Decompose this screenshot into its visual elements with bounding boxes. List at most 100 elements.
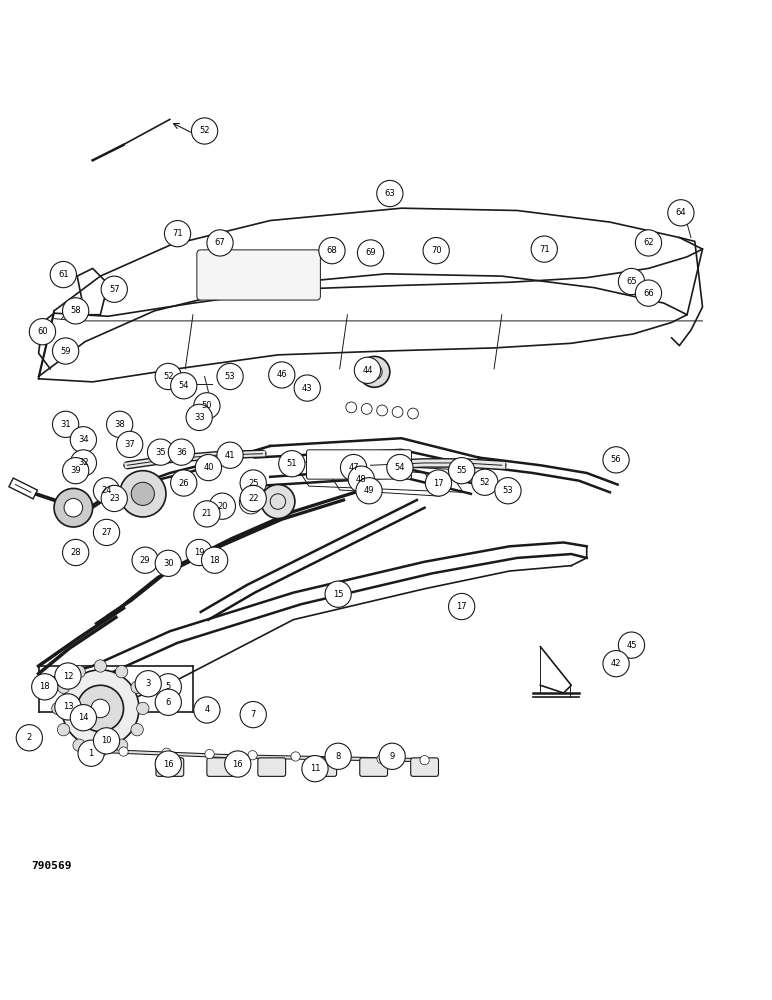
- Text: 65: 65: [626, 277, 637, 286]
- Circle shape: [240, 701, 266, 728]
- Circle shape: [62, 670, 139, 747]
- Circle shape: [618, 268, 645, 295]
- Text: 6: 6: [166, 698, 171, 707]
- Circle shape: [171, 373, 197, 399]
- Circle shape: [359, 356, 390, 387]
- Circle shape: [291, 752, 300, 761]
- Circle shape: [117, 431, 143, 458]
- Circle shape: [131, 681, 144, 693]
- Text: 11: 11: [310, 764, 320, 773]
- Circle shape: [377, 180, 403, 207]
- FancyBboxPatch shape: [156, 758, 184, 776]
- Circle shape: [93, 728, 120, 754]
- Text: 1: 1: [89, 749, 93, 758]
- Circle shape: [57, 723, 69, 736]
- Circle shape: [377, 405, 388, 416]
- Circle shape: [155, 751, 181, 777]
- Text: 10: 10: [101, 736, 112, 745]
- Circle shape: [217, 442, 243, 468]
- Circle shape: [361, 403, 372, 414]
- Text: 47: 47: [348, 463, 359, 472]
- Circle shape: [119, 747, 128, 756]
- Text: 61: 61: [58, 270, 69, 279]
- Circle shape: [209, 493, 235, 519]
- Text: 28: 28: [70, 548, 81, 557]
- Text: 12: 12: [63, 672, 73, 681]
- Circle shape: [261, 485, 295, 519]
- Circle shape: [377, 754, 386, 764]
- Text: 69: 69: [365, 248, 376, 257]
- Circle shape: [302, 756, 328, 782]
- Circle shape: [63, 298, 89, 324]
- Circle shape: [155, 674, 181, 700]
- Text: 53: 53: [225, 372, 235, 381]
- Text: 18: 18: [39, 682, 50, 691]
- Circle shape: [135, 671, 161, 697]
- Circle shape: [225, 751, 251, 777]
- Text: 59: 59: [60, 347, 71, 356]
- Text: 22: 22: [248, 494, 259, 503]
- Text: 66: 66: [643, 289, 654, 298]
- FancyBboxPatch shape: [306, 450, 411, 479]
- Circle shape: [77, 685, 124, 732]
- Text: 790569: 790569: [31, 861, 71, 871]
- Text: 42: 42: [611, 659, 621, 668]
- Text: 2: 2: [27, 733, 32, 742]
- Circle shape: [73, 739, 85, 751]
- Circle shape: [131, 482, 154, 505]
- Text: 31: 31: [60, 420, 71, 429]
- Circle shape: [408, 408, 418, 419]
- Circle shape: [348, 466, 374, 492]
- Circle shape: [93, 519, 120, 546]
- Circle shape: [155, 550, 181, 576]
- Text: 64: 64: [676, 208, 686, 217]
- Circle shape: [195, 454, 222, 481]
- Circle shape: [155, 689, 181, 715]
- Circle shape: [334, 753, 344, 762]
- Text: 23: 23: [109, 494, 120, 503]
- Circle shape: [294, 375, 320, 401]
- Circle shape: [325, 743, 351, 769]
- Circle shape: [531, 236, 557, 262]
- Text: 36: 36: [176, 448, 187, 457]
- Text: 20: 20: [217, 502, 228, 511]
- Circle shape: [107, 411, 133, 437]
- Text: 44: 44: [362, 366, 373, 375]
- Text: 52: 52: [479, 478, 490, 487]
- Circle shape: [91, 699, 110, 718]
- Text: 17: 17: [456, 602, 467, 611]
- Circle shape: [420, 756, 429, 765]
- Circle shape: [423, 238, 449, 264]
- Text: 67: 67: [215, 238, 225, 247]
- Text: 49: 49: [364, 486, 374, 495]
- Text: 52: 52: [199, 126, 210, 135]
- Text: 14: 14: [78, 713, 89, 722]
- Circle shape: [131, 723, 144, 736]
- Circle shape: [171, 470, 197, 496]
- Circle shape: [73, 665, 86, 678]
- Circle shape: [137, 702, 149, 715]
- Circle shape: [367, 364, 382, 380]
- Text: 50: 50: [201, 401, 212, 410]
- Circle shape: [205, 749, 214, 759]
- Text: 38: 38: [114, 420, 125, 429]
- Text: 55: 55: [456, 466, 467, 475]
- Circle shape: [217, 363, 243, 390]
- Text: 71: 71: [539, 245, 550, 254]
- Text: 63: 63: [384, 189, 395, 198]
- Circle shape: [57, 681, 69, 693]
- Circle shape: [201, 547, 228, 573]
- Circle shape: [64, 498, 83, 517]
- Text: 26: 26: [178, 479, 189, 488]
- Text: 40: 40: [203, 463, 214, 472]
- Circle shape: [16, 725, 42, 751]
- Text: 29: 29: [140, 556, 151, 565]
- Circle shape: [116, 665, 128, 678]
- Circle shape: [132, 547, 158, 573]
- Text: 24: 24: [101, 486, 112, 495]
- Text: 3: 3: [146, 679, 151, 688]
- FancyBboxPatch shape: [207, 758, 235, 776]
- Circle shape: [425, 470, 452, 496]
- Text: 57: 57: [109, 285, 120, 294]
- Circle shape: [164, 221, 191, 247]
